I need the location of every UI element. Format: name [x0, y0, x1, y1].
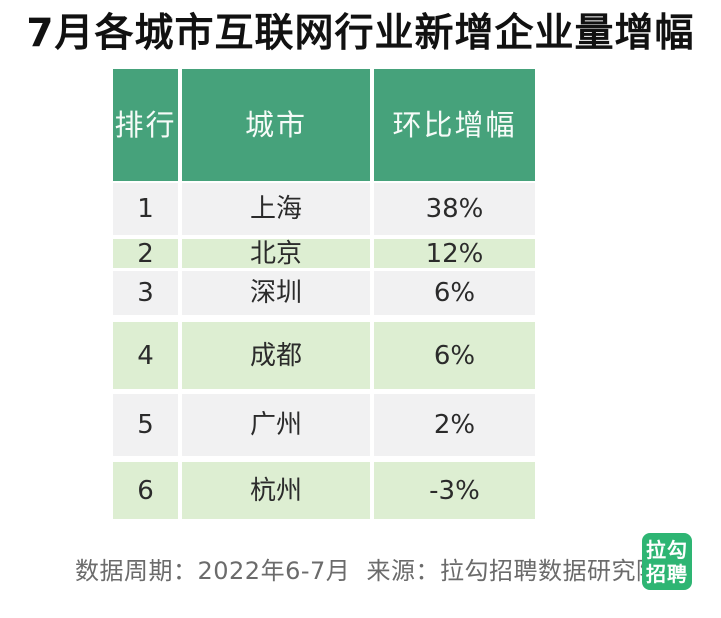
- table-row: 2 北京 12%: [113, 239, 535, 268]
- rank-cell: 6: [113, 462, 178, 519]
- table-row: 1 上海 38%: [113, 183, 535, 235]
- lagou-logo: 拉勾 招聘: [642, 533, 692, 590]
- rank-cell: 5: [113, 394, 178, 456]
- city-cell: 北京: [182, 239, 370, 268]
- growth-cell: 2%: [374, 394, 535, 456]
- rank-cell: 4: [113, 322, 178, 389]
- growth-cell: 38%: [374, 183, 535, 235]
- rank-cell: 2: [113, 239, 178, 268]
- table-row: 5 广州 2%: [113, 394, 535, 456]
- table-header-row: 排行 城市 环比增幅: [113, 69, 535, 181]
- header-rank: 排行: [113, 69, 178, 181]
- table-row: 6 杭州 -3%: [113, 462, 535, 519]
- data-source-note: 数据周期：2022年6-7月 来源：拉勾招聘数据研究院: [75, 557, 661, 585]
- growth-table: 排行 城市 环比增幅 1 上海 38% 2 北京 12% 3 深圳 6% 4 成…: [113, 69, 535, 519]
- city-cell: 广州: [182, 394, 370, 456]
- growth-cell: -3%: [374, 462, 535, 519]
- city-cell: 杭州: [182, 462, 370, 519]
- lagou-logo-line2: 招聘: [646, 561, 688, 586]
- header-city: 城市: [182, 69, 370, 181]
- page-title: 7月各城市互联网行业新增企业量增幅: [26, 11, 695, 56]
- city-cell: 上海: [182, 183, 370, 235]
- growth-cell: 6%: [374, 271, 535, 315]
- lagou-logo-line1: 拉勾: [646, 537, 688, 562]
- growth-cell: 12%: [374, 239, 535, 268]
- city-cell: 深圳: [182, 271, 370, 315]
- rank-cell: 1: [113, 183, 178, 235]
- growth-cell: 6%: [374, 322, 535, 389]
- table-row: 3 深圳 6%: [113, 271, 535, 315]
- city-cell: 成都: [182, 322, 370, 389]
- rank-cell: 3: [113, 271, 178, 315]
- table-row: 4 成都 6%: [113, 322, 535, 389]
- header-growth: 环比增幅: [374, 69, 535, 181]
